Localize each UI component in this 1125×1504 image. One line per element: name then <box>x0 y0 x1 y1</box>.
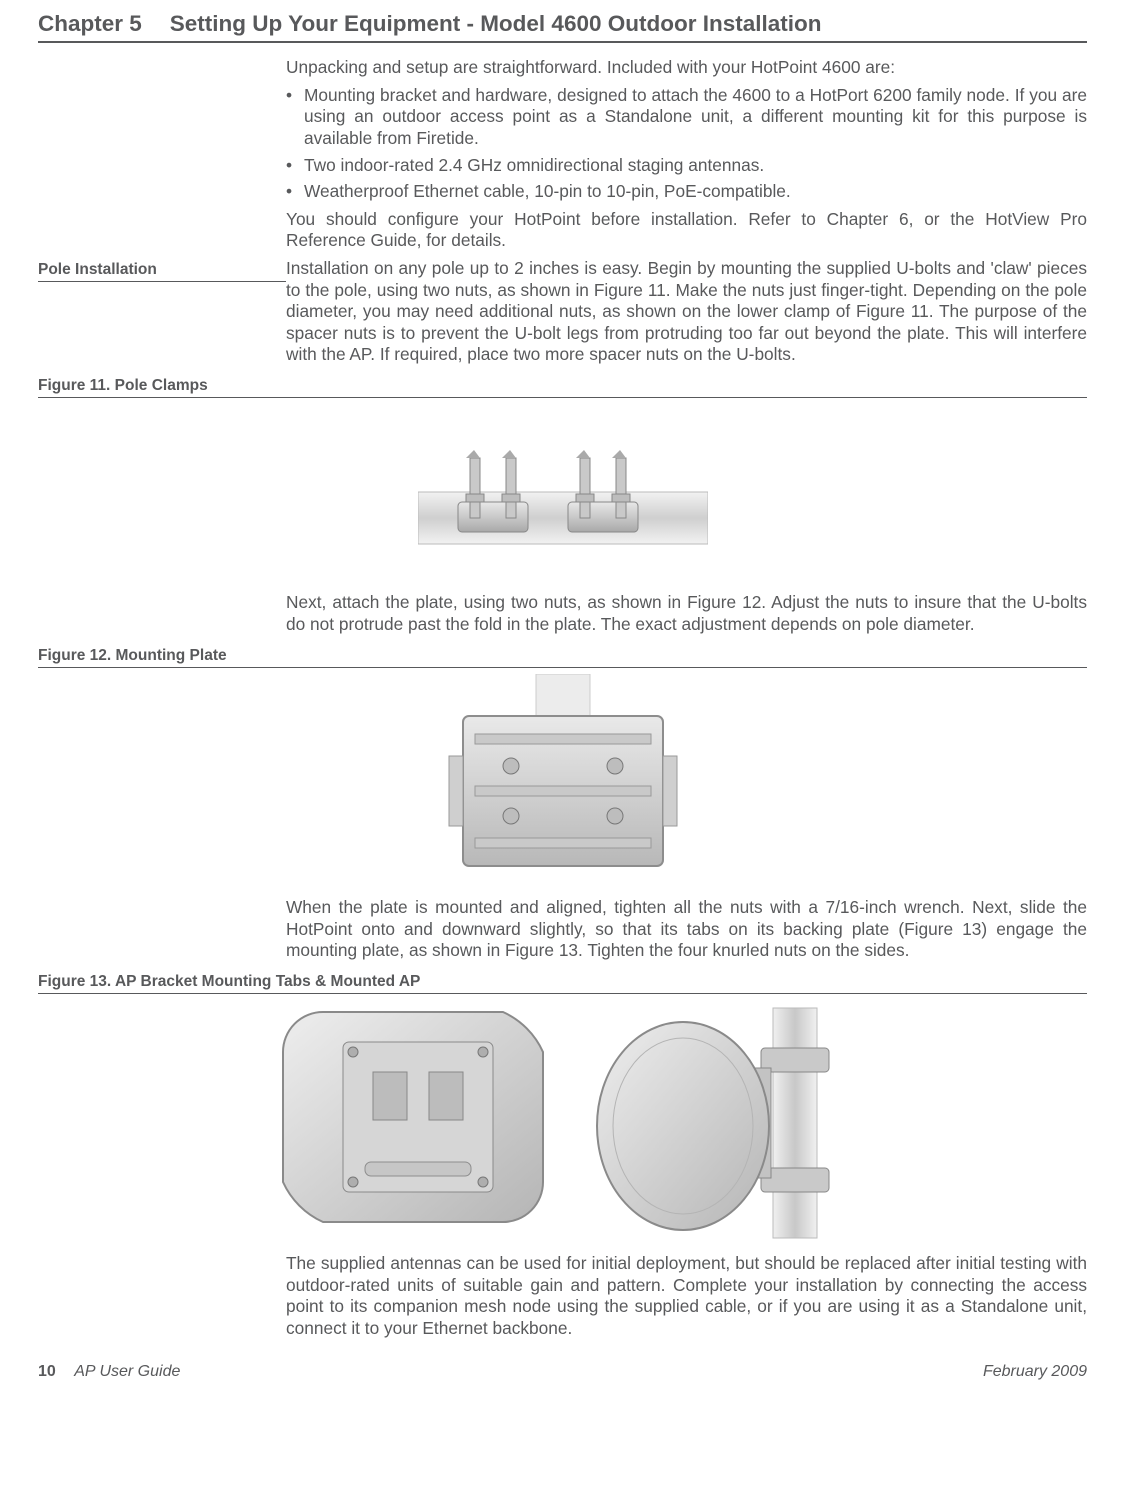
intro-after: You should configure your HotPoint befor… <box>286 209 1087 252</box>
page-footer: 10 AP User Guide February 2009 <box>38 1362 1087 1382</box>
pole-row: Pole Installation Installation on any po… <box>38 258 1087 372</box>
fig13-image <box>263 1000 863 1245</box>
page-number: 10 <box>38 1363 56 1380</box>
side-heading-pole: Pole Installation <box>38 260 286 279</box>
footer-date: February 2009 <box>983 1362 1087 1382</box>
intro-lead: Unpacking and setup are straightforward.… <box>286 57 1087 79</box>
list-item: Two indoor-rated 2.4 GHz omnidirectional… <box>286 155 1087 177</box>
chapter-title: Setting Up Your Equipment - Model 4600 O… <box>170 10 822 38</box>
list-item: Mounting bracket and hardware, designed … <box>286 85 1087 150</box>
fig11-image <box>418 404 708 584</box>
fig12-label: Figure 12. Mounting Plate <box>38 646 1087 665</box>
rule <box>38 667 1087 668</box>
chapter-label: Chapter 5 <box>38 10 142 38</box>
intro-bullets: Mounting bracket and hardware, designed … <box>286 85 1087 203</box>
rule <box>38 993 1087 994</box>
chapter-header: Chapter 5 Setting Up Your Equipment - Mo… <box>38 10 1087 43</box>
list-item: Weatherproof Ethernet cable, 10-pin to 1… <box>286 181 1087 203</box>
doc-title: AP User Guide <box>74 1363 180 1380</box>
fig13-label: Figure 13. AP Bracket Mounting Tabs & Mo… <box>38 972 1087 991</box>
fig12-after: When the plate is mounted and aligned, t… <box>286 897 1087 962</box>
footer-left: 10 AP User Guide <box>38 1362 180 1382</box>
intro-row: Unpacking and setup are straightforward.… <box>38 57 1087 258</box>
fig11-label: Figure 11. Pole Clamps <box>38 376 1087 395</box>
fig12-after-row: When the plate is mounted and aligned, t… <box>38 897 1087 968</box>
rule <box>38 281 286 282</box>
fig11-after-row: Next, attach the plate, using two nuts, … <box>38 592 1087 641</box>
fig13-after-row: The supplied antennas can be used for in… <box>38 1253 1087 1345</box>
pole-text: Installation on any pole up to 2 inches … <box>286 258 1087 366</box>
fig12-image <box>418 674 708 889</box>
fig11-after: Next, attach the plate, using two nuts, … <box>286 592 1087 635</box>
rule <box>38 397 1087 398</box>
fig13-after: The supplied antennas can be used for in… <box>286 1253 1087 1339</box>
